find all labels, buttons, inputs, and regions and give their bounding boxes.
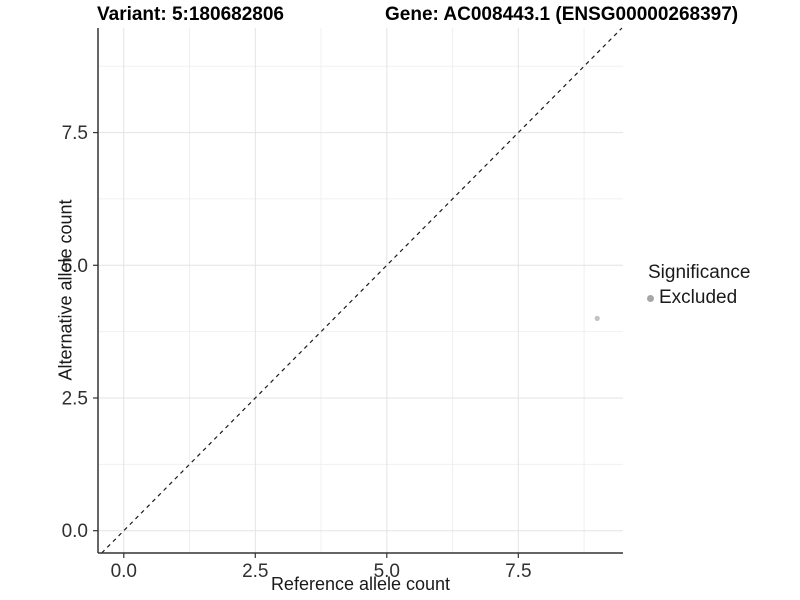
y-tick-label: 0.0 <box>62 521 88 542</box>
x-tick-label: 5.0 <box>374 561 400 582</box>
x-tick-label: 2.5 <box>242 561 268 582</box>
legend-title: Significance <box>648 262 751 283</box>
data-point <box>594 315 600 321</box>
x-tick-label: 0.0 <box>111 561 137 582</box>
legend: Significance Excluded <box>640 262 798 309</box>
plot-title-gene: Gene: AC008443.1 (ENSG00000268397) <box>385 4 739 25</box>
legend-item-label: Excluded <box>659 287 738 308</box>
y-tick-label: 2.5 <box>62 388 88 409</box>
y-axis-title: Alternative allele count <box>55 199 76 381</box>
y-tick-label: 5.0 <box>62 256 88 277</box>
diagonal-reference-line <box>101 27 623 554</box>
plot-title-variant: Variant: 5:180682806 <box>97 4 284 25</box>
x-axis-title: Reference allele count <box>270 574 451 594</box>
x-tick-label: 7.5 <box>505 561 531 582</box>
legend-item-excluded: Excluded <box>640 287 798 309</box>
y-tick-label: 7.5 <box>62 123 88 144</box>
legend-key-dot-icon <box>647 294 654 302</box>
